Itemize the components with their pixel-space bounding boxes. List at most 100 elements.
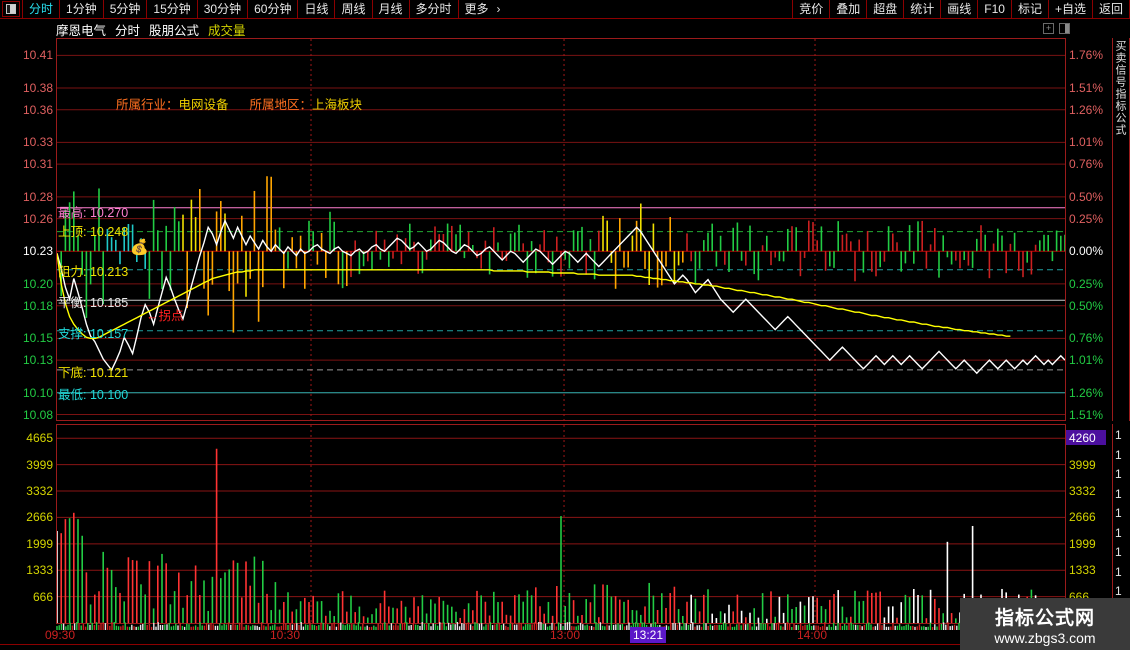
toolbar-right-item-0[interactable]: 竞价	[792, 0, 829, 18]
axis-tick: 1.01%	[1069, 353, 1104, 368]
watermark: 指标公式网 www.zbgs3.com	[960, 598, 1130, 650]
toolbar-right-item-1[interactable]: 叠加	[829, 0, 866, 18]
annotation-label: 平衡:	[58, 296, 87, 310]
axis-tick: 0.76%	[1069, 331, 1104, 346]
annotation-label: 上顶:	[58, 225, 87, 239]
right-number-8: 1	[1115, 584, 1122, 598]
toolbar-right-group: 竞价 叠加 超盘 统计 画线 F10 标记 +自选 返回	[792, 0, 1130, 18]
price-annotation-3: 平衡: 10.185	[58, 292, 128, 311]
turning-point-text: 拐点	[158, 309, 184, 323]
annotation-label: 阻力:	[58, 265, 87, 279]
toolbar-right-item-5[interactable]: F10	[977, 0, 1011, 18]
axis-tick: 1.51%	[1069, 80, 1104, 95]
axis-tick: 10.26	[22, 211, 53, 226]
right-number-4: 1	[1115, 506, 1122, 520]
time-tick-1: 10:30	[269, 628, 301, 642]
toolbar-item-10[interactable]: 更多	[457, 0, 495, 18]
volume-axis-left: 4665 3999 3332 2666 1999 1333 666	[0, 424, 56, 624]
chart-mode-label: 分时	[115, 24, 141, 38]
axis-tick: 2666	[1069, 510, 1096, 525]
axis-tick: 10.18	[22, 298, 53, 313]
axis-tick: 1333	[1069, 563, 1096, 578]
axis-tick: 1.01%	[1069, 135, 1104, 150]
toolbar-item-4[interactable]: 30分钟	[196, 0, 247, 18]
right-strip-text: 买卖信号指标公式	[1114, 40, 1126, 136]
axis-tick: 4665	[26, 431, 53, 446]
panel-split-icon[interactable]	[1059, 23, 1070, 34]
axis-tick: 3332	[26, 484, 53, 499]
sector-info: 所属行业：电网设备 所属地区：上海板块	[116, 94, 362, 113]
add-box-icon[interactable]: +	[1043, 23, 1054, 34]
annotation-label: 下底:	[58, 366, 87, 380]
axis-tick: 10.31	[22, 157, 53, 172]
right-number-5: 1	[1115, 525, 1122, 540]
price-chart-panel[interactable]	[56, 38, 1066, 421]
axis-tick: 10.08	[22, 407, 53, 422]
price-annotation-4: 支撑: 10.157	[58, 323, 128, 342]
toolbar-right-item-4[interactable]: 画线	[940, 0, 977, 18]
right-vertical-text-strip: 买卖信号指标公式	[1112, 38, 1130, 421]
axis-tick: 10.20	[22, 276, 53, 291]
volume-chart-svg	[57, 425, 1065, 623]
top-toolbar: 分时 1分钟 5分钟 15分钟 30分钟 60分钟 日线 周线 月线 多分时 更多 › 竞价 叠加 超盘统…	[0, 0, 1130, 19]
toolbar-item-3[interactable]: 15分钟	[146, 0, 196, 18]
axis-tick: 1999	[26, 536, 53, 551]
toolbar-item-8[interactable]: 月线	[371, 0, 409, 18]
axis-tick: 1.26%	[1069, 102, 1104, 117]
axis-tick: 3332	[1069, 484, 1096, 499]
axis-tick: 0.25%	[1069, 211, 1104, 226]
right-number-7: 1	[1115, 564, 1122, 579]
right-number-column: 1111111111	[1112, 424, 1130, 624]
annotation-value: 10.121	[86, 366, 129, 380]
time-axis: 09:30 10:30 13:00 13:21 14:00	[0, 622, 1130, 646]
axis-tick: 1.76%	[1069, 48, 1104, 63]
price-annotation-1: 上顶: 10.248	[58, 221, 128, 240]
axis-tick: 10.36	[22, 102, 53, 117]
chevron-right-icon[interactable]: ›	[496, 1, 501, 16]
price-chart-svg	[57, 39, 1065, 420]
toolbar-item-0[interactable]: 分时	[22, 0, 59, 18]
right-number-6: 1	[1115, 545, 1122, 559]
annotation-value: 10.100	[86, 388, 129, 402]
price-axis-left: 10.41 10.38 10.36 10.33 10.31 10.28 10.26 10.23…	[0, 38, 56, 421]
axis-tick: 1.51%	[1069, 407, 1104, 422]
axis-tick: 3999	[26, 457, 53, 472]
axis-tick: 1333	[26, 563, 53, 578]
toolbar-item-2[interactable]: 5分钟	[102, 0, 147, 18]
axis-tick: 10.10	[22, 385, 53, 400]
toolbar-right-item-8[interactable]: 返回	[1091, 0, 1130, 18]
stock-name: 摩恩电气	[56, 24, 107, 38]
axis-tick: 0.00%	[1069, 244, 1104, 259]
right-number-3: 1	[1115, 486, 1122, 501]
toolbar-right-item-7[interactable]: +自选	[1047, 0, 1092, 18]
axis-tick: 10.23	[22, 244, 53, 259]
annotation-value: 10.157	[86, 327, 129, 341]
toolbar-item-1[interactable]: 1分钟	[59, 0, 103, 18]
time-tick-2: 13:00	[549, 628, 581, 642]
toolbar-item-6[interactable]: 日线	[297, 0, 334, 18]
toolbar-item-7[interactable]: 周线	[334, 0, 371, 18]
money-bag-glyph: 💰	[130, 239, 149, 256]
toolbar-item-9[interactable]: 多分时	[408, 0, 458, 18]
annotation-value: 10.213	[86, 265, 129, 279]
toolbar-right-item-6[interactable]: 标记	[1010, 0, 1048, 18]
price-annotation-0: 最高: 10.270	[58, 202, 128, 221]
annotation-value: 10.248	[86, 225, 129, 239]
axis-tick: 2666	[26, 510, 53, 525]
money-bag-marker[interactable]: 💰	[130, 240, 149, 255]
status-bar	[0, 644, 1130, 650]
time-tick-4: 14:00	[796, 628, 828, 642]
panel-toggle-icon[interactable]	[2, 1, 20, 17]
toolbar-right-item-2[interactable]: 超盘	[866, 0, 903, 18]
price-annotation-6: 最低: 10.100	[58, 384, 128, 403]
axis-tick: 0.76%	[1069, 157, 1104, 172]
axis-tick: 1999	[1069, 536, 1096, 551]
toolbar-item-5[interactable]: 60分钟	[247, 0, 297, 18]
annotation-label: 最低:	[58, 388, 87, 402]
axis-tick: 666	[32, 589, 53, 604]
watermark-url: www.zbgs3.com	[994, 629, 1096, 646]
toolbar-right-item-3[interactable]: 统计	[903, 0, 940, 18]
volume-chart-panel[interactable]	[56, 424, 1066, 624]
